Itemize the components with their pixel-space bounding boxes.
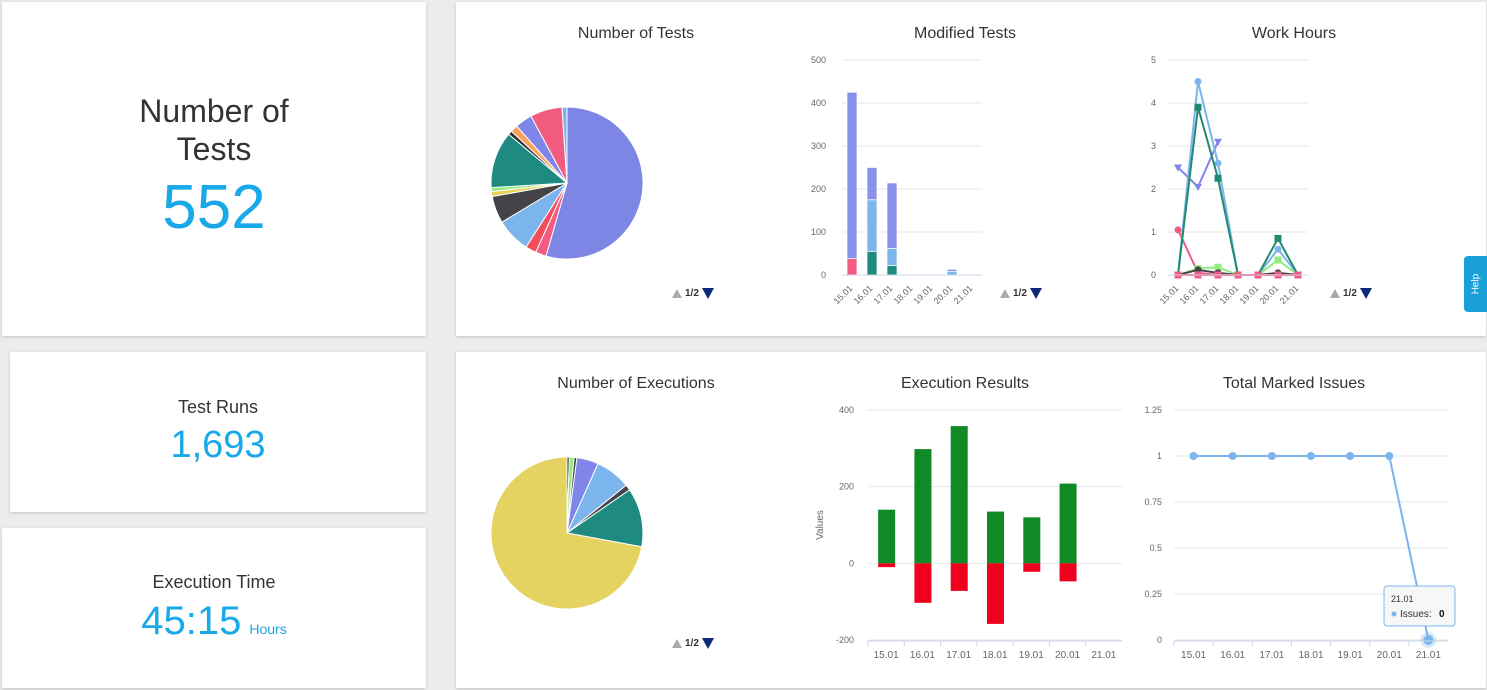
pager-label: 1/2	[1343, 288, 1357, 299]
chart-title-work-hours: Work Hours	[1251, 25, 1337, 42]
kpi-runs-value: 1,693	[170, 424, 266, 466]
kpi-exec-time-unit: Hours	[249, 621, 287, 637]
chart-title-modified-tests: Modified Tests	[914, 25, 1016, 42]
chart-title-exec-results: Execution Results	[900, 375, 1030, 392]
kpi-exec-time-title: Execution Time	[152, 572, 276, 592]
chart-title-num-exec: Number of Executions	[557, 375, 715, 392]
kpi-tests-value: 552	[162, 173, 266, 242]
legend-pager-num-exec: 1/2	[672, 638, 714, 649]
chart-title-marked-issues: Total Marked Issues	[1222, 375, 1366, 392]
pager-label: 1/2	[685, 288, 699, 299]
pager-label: 1/2	[685, 638, 699, 649]
kpi-runs-title: Test Runs	[177, 397, 259, 417]
page-down-icon[interactable]	[1359, 288, 1372, 299]
page-up-icon[interactable]	[672, 289, 682, 298]
kpi-card-exec-time: Execution Time 45:15 Hours	[2, 528, 426, 688]
page-up-icon[interactable]	[1000, 289, 1010, 298]
kpi-exec-time-row: 45:15 Hours	[141, 599, 286, 644]
charts-panel-top	[456, 2, 1486, 336]
kpi-card-tests: Number of Tests 552	[2, 2, 426, 336]
page-down-icon[interactable]	[701, 288, 714, 299]
pager-label: 1/2	[1013, 288, 1027, 299]
page-down-icon[interactable]	[701, 638, 714, 649]
kpi-exec-time-value: 45:15	[141, 599, 242, 643]
help-tab[interactable]: Help	[1464, 256, 1487, 312]
chart-title-num-tests: Number of Tests	[577, 25, 695, 42]
page-up-icon[interactable]	[672, 639, 682, 648]
kpi-card-runs: Test Runs 1,693	[10, 352, 426, 512]
legend-pager-modified-tests: 1/2	[1000, 288, 1042, 299]
legend-pager-num-tests: 1/2	[672, 288, 714, 299]
kpi-tests-title: Number of Tests	[139, 93, 289, 167]
page-down-icon[interactable]	[1029, 288, 1042, 299]
charts-panel-bottom	[456, 352, 1486, 688]
page-up-icon[interactable]	[1330, 289, 1340, 298]
legend-pager-work-hours: 1/2	[1330, 288, 1372, 299]
help-label: Help	[1470, 273, 1482, 295]
